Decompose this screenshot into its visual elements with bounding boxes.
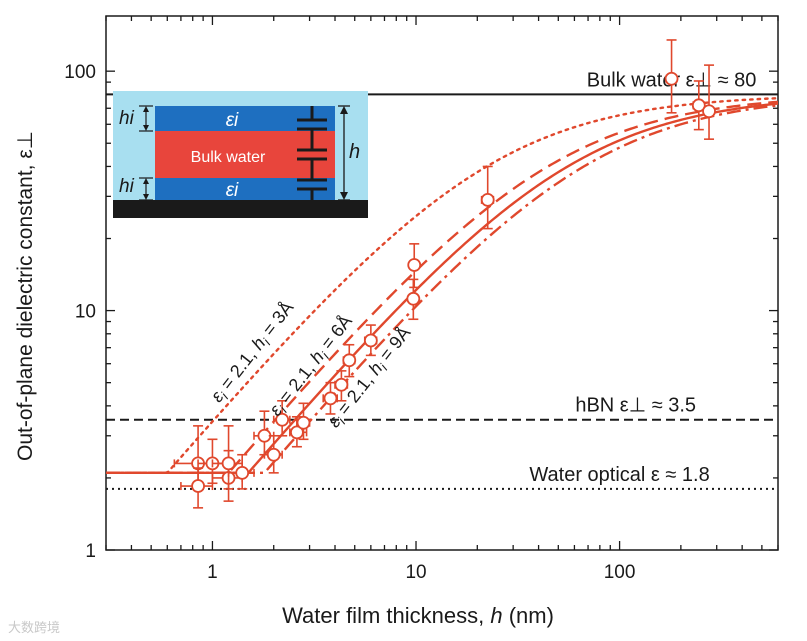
data-marker bbox=[702, 104, 716, 119]
inset-schematic: εi Bulk water εi hi hi h bbox=[113, 91, 368, 218]
hi-dimension-arrows bbox=[139, 105, 153, 201]
data-marker bbox=[235, 465, 250, 480]
data-point bbox=[407, 243, 422, 289]
data-marker bbox=[407, 258, 422, 272]
inset-top-layer-label: εi bbox=[226, 110, 239, 131]
x-axis-label: Water film thickness, h (nm) bbox=[282, 603, 554, 628]
inset-substrate bbox=[113, 200, 368, 218]
hbn-line-label: hBN ε⊥ ≈ 3.5 bbox=[575, 395, 696, 417]
data-point bbox=[342, 343, 357, 378]
data-point bbox=[263, 434, 283, 474]
data-point bbox=[211, 425, 243, 490]
data-marker bbox=[334, 377, 349, 392]
data-point bbox=[227, 453, 255, 490]
y-axis-label: Out-of-plane dielectric constant, ε⊥ bbox=[14, 131, 37, 461]
data-points bbox=[173, 39, 716, 509]
data-marker bbox=[257, 428, 272, 443]
inset-hi-top-label: hi bbox=[119, 108, 135, 129]
inset-bulk-water-label: Bulk water bbox=[191, 149, 266, 166]
data-marker bbox=[266, 447, 281, 462]
data-point bbox=[296, 402, 311, 441]
data-marker bbox=[691, 98, 706, 113]
model-curves bbox=[106, 96, 778, 475]
watermark: 大数跨境 bbox=[8, 620, 60, 635]
inset-bottom-layer-label: εi bbox=[226, 180, 239, 201]
data-point bbox=[272, 399, 291, 437]
data-marker bbox=[275, 412, 290, 427]
data-point bbox=[289, 416, 308, 448]
inset-hi-bottom-label: hi bbox=[119, 176, 135, 197]
data-marker bbox=[191, 479, 205, 493]
water-optical-line-label: Water optical ε ≈ 1.8 bbox=[529, 464, 709, 486]
data-marker bbox=[342, 353, 357, 368]
data-marker bbox=[406, 291, 421, 306]
data-point bbox=[334, 370, 349, 402]
inset-bulk-water-layer bbox=[155, 131, 335, 178]
x-tick-label: 1 bbox=[207, 562, 218, 583]
data-point bbox=[253, 410, 275, 456]
capacitor-symbol bbox=[297, 106, 327, 200]
data-point bbox=[173, 425, 218, 485]
data-point bbox=[406, 278, 421, 321]
plot-frame bbox=[105, 15, 779, 551]
model-hi-3 bbox=[106, 96, 778, 475]
y-tick-label: 100 bbox=[64, 62, 96, 83]
data-point bbox=[702, 64, 716, 140]
data-marker bbox=[323, 391, 338, 406]
h-dimension-arrow bbox=[338, 105, 350, 201]
data-point bbox=[180, 467, 214, 509]
data-point bbox=[664, 39, 679, 114]
axis-ticks: 1 10 100 1 10 100 bbox=[64, 16, 779, 583]
data-marker bbox=[664, 71, 679, 86]
data-marker bbox=[363, 333, 378, 348]
y-tick-label: 1 bbox=[85, 541, 96, 562]
model-fit bbox=[106, 102, 778, 475]
data-point bbox=[480, 165, 495, 230]
inset-h-label: h bbox=[349, 141, 360, 163]
data-marker bbox=[296, 415, 311, 430]
inset-bottom-interface-layer bbox=[155, 178, 335, 200]
y-tick-label: 10 bbox=[75, 302, 96, 323]
data-point bbox=[363, 324, 378, 357]
data-marker bbox=[480, 192, 495, 207]
x-tick-label: 100 bbox=[604, 562, 636, 583]
data-marker bbox=[221, 456, 236, 471]
x-tick-label: 10 bbox=[405, 562, 426, 583]
data-point bbox=[322, 381, 338, 415]
